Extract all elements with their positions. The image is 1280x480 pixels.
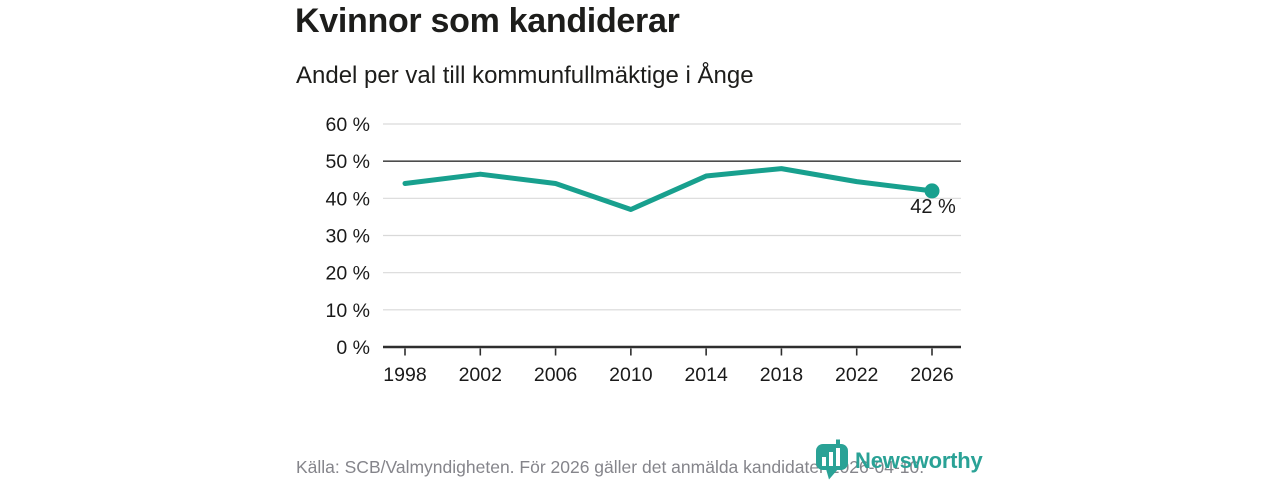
endpoint-value-label: 42 % bbox=[910, 196, 956, 218]
x-tick-label: 2022 bbox=[835, 364, 878, 386]
y-tick-label: 20 % bbox=[326, 263, 370, 285]
x-tick-label: 2002 bbox=[459, 364, 502, 386]
x-tick-label: 2014 bbox=[684, 364, 728, 386]
y-tick-label: 50 % bbox=[326, 151, 370, 173]
x-tick-label: 2018 bbox=[760, 364, 803, 386]
y-tick-label: 60 % bbox=[326, 114, 370, 136]
logo-bar-2 bbox=[829, 452, 833, 466]
y-tick-label: 30 % bbox=[326, 226, 370, 248]
logo-bar-3 bbox=[836, 448, 840, 466]
source-note: Källa: SCB/Valmyndigheten. För 2026 gäll… bbox=[296, 457, 925, 477]
logo-bubble-tail bbox=[826, 469, 838, 480]
newsworthy-logo: Newsworthy bbox=[814, 439, 983, 480]
y-tick-label: 40 % bbox=[326, 188, 370, 210]
chart-title: Kvinnor som kandiderar bbox=[295, 2, 680, 40]
x-tick-label: 2026 bbox=[910, 364, 953, 386]
logo-bar-cap bbox=[836, 439, 840, 445]
endpoint-dot bbox=[924, 183, 940, 199]
data-line bbox=[402, 166, 935, 212]
logo-bar-1 bbox=[822, 457, 826, 466]
y-tick-label: 0 % bbox=[336, 337, 370, 359]
x-tick-label: 1998 bbox=[383, 364, 426, 386]
x-tick-label: 2010 bbox=[609, 364, 653, 386]
x-tick-label: 2006 bbox=[534, 364, 577, 386]
chart-subtitle: Andel per val till kommunfullmäktige i Å… bbox=[296, 62, 754, 89]
newsworthy-logo-icon bbox=[816, 439, 848, 480]
newsworthy-logo-text: Newsworthy bbox=[855, 448, 983, 473]
y-tick-label: 10 % bbox=[326, 300, 370, 322]
